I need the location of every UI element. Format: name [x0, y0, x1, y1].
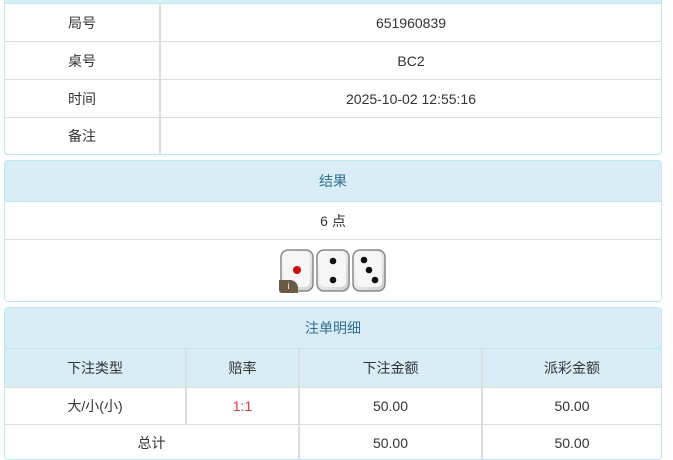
info-row-note: 备注	[5, 117, 661, 154]
col-bet-type: 下注类型	[67, 360, 123, 376]
result-panel: 结果 6 点 i	[4, 160, 662, 302]
result-points: 6 点	[320, 212, 346, 229]
bets-header-row: 下注类型 赔率 下注金额 派彩金额	[5, 349, 661, 387]
die-3	[352, 249, 386, 292]
bets-title: 注单明细	[5, 308, 661, 349]
col-odds: 赔率	[185, 349, 298, 387]
info-row-round: 局号 651960839	[5, 4, 661, 41]
bet-odds: 1:1	[185, 388, 298, 424]
info-row-table: 桌号 BC2	[5, 41, 661, 79]
col-bet-amount: 下注金额	[298, 349, 481, 387]
result-points-row: 6 点	[5, 202, 661, 239]
die-1: i	[279, 249, 314, 293]
total-amount: 50.00	[298, 425, 481, 459]
info-label: 局号	[68, 14, 96, 31]
info-value: 651960839	[159, 4, 661, 41]
total-label: 总计	[137, 434, 166, 451]
info-label: 时间	[68, 90, 96, 107]
bet-type: 大/小(小)	[67, 398, 123, 414]
die-2	[316, 249, 350, 292]
info-value: 2025-10-02 12:55:16	[159, 80, 661, 117]
info-row-time: 时间 2025-10-02 12:55:16	[5, 79, 661, 117]
result-dice-row: i	[5, 239, 661, 301]
col-payout: 派彩金额	[481, 349, 661, 387]
info-value: BC2	[159, 42, 661, 79]
info-panel: 局号 651960839 桌号 BC2 时间 2025-10-02 12:55:…	[4, 4, 662, 155]
bet-payout: 50.00	[481, 388, 661, 424]
info-value	[159, 118, 661, 154]
info-label: 备注	[68, 128, 96, 144]
total-payout: 50.00	[481, 425, 661, 459]
total-row: 总计 50.00 50.00	[5, 424, 661, 459]
table-row: 大/小(小) 1:1 50.00 50.00	[5, 387, 661, 424]
info-label: 桌号	[68, 52, 96, 69]
result-title: 结果	[5, 161, 661, 202]
bets-panel: 注单明细 下注类型 赔率 下注金额 派彩金额 大/小(小) 1:1 50.00 …	[4, 307, 662, 460]
bet-amount: 50.00	[298, 388, 481, 424]
panel-header-strip	[4, 0, 662, 4]
info-icon[interactable]: i	[279, 280, 298, 293]
dice-group: i	[5, 240, 661, 301]
